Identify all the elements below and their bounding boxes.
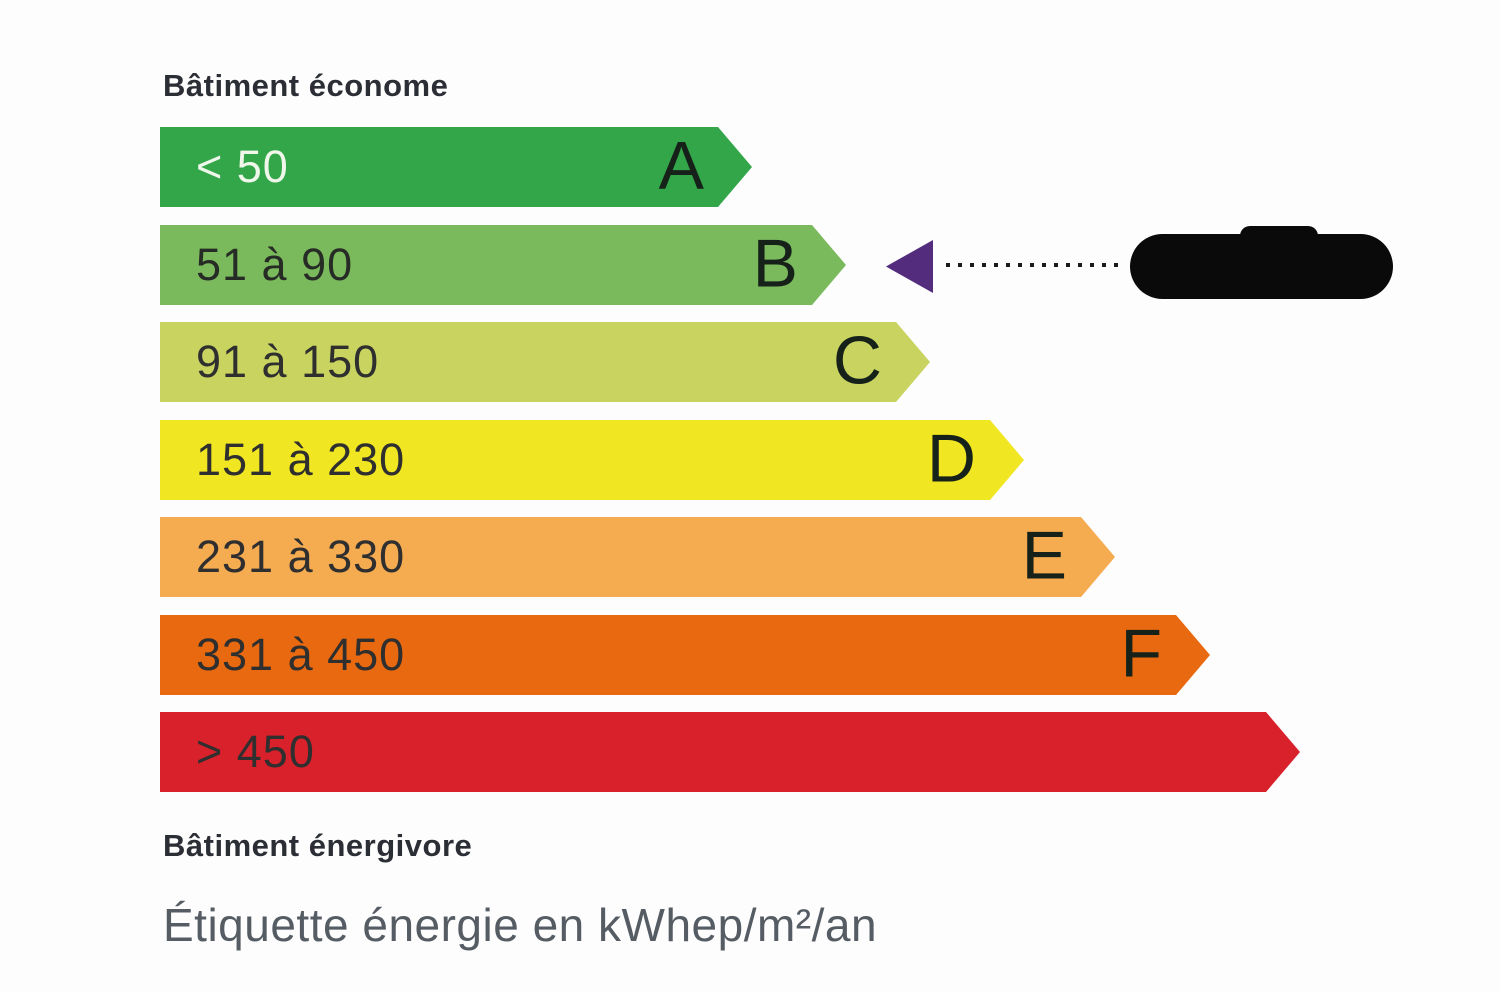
energy-grade-letter: F (1120, 615, 1162, 692)
dotted-connector-line (946, 263, 1126, 267)
economical-building-label: Bâtiment économe (163, 68, 449, 103)
energy-range-label: 231 à 330 (196, 531, 406, 582)
energy-bar-c: 91 à 150 C (160, 322, 930, 402)
energy-range-label: < 50 (196, 141, 289, 192)
energy-range-label: 331 à 450 (196, 629, 406, 680)
energy-range-label: 91 à 150 (196, 336, 380, 387)
energy-range-label: 51 à 90 (196, 239, 354, 290)
redacted-value-blob (1130, 234, 1393, 299)
energy-guzzling-building-label: Bâtiment énergivore (163, 828, 473, 863)
energy-bar-f: 331 à 450 F (160, 615, 1210, 695)
energy-bar-d: 151 à 230 D (160, 420, 1024, 500)
energy-bar-a: < 50 A (160, 127, 752, 207)
energy-bar-g: > 450 G (160, 712, 1300, 792)
energy-grade-letter: A (658, 127, 704, 204)
energy-bar-e: 231 à 330 E (160, 517, 1115, 597)
energy-bar-b: 51 à 90 B (160, 225, 846, 305)
energy-grade-letter: E (1021, 517, 1067, 594)
energy-grade-letter: D (926, 420, 976, 497)
energy-range-label: 151 à 230 (196, 434, 406, 485)
left-arrow-icon (886, 240, 933, 293)
energy-grade-letter: C (832, 322, 882, 399)
energy-grade-letter: B (752, 225, 798, 302)
energy-range-label: > 450 (196, 726, 315, 777)
chart-caption: Étiquette énergie en kWhep/m²/an (163, 899, 878, 951)
